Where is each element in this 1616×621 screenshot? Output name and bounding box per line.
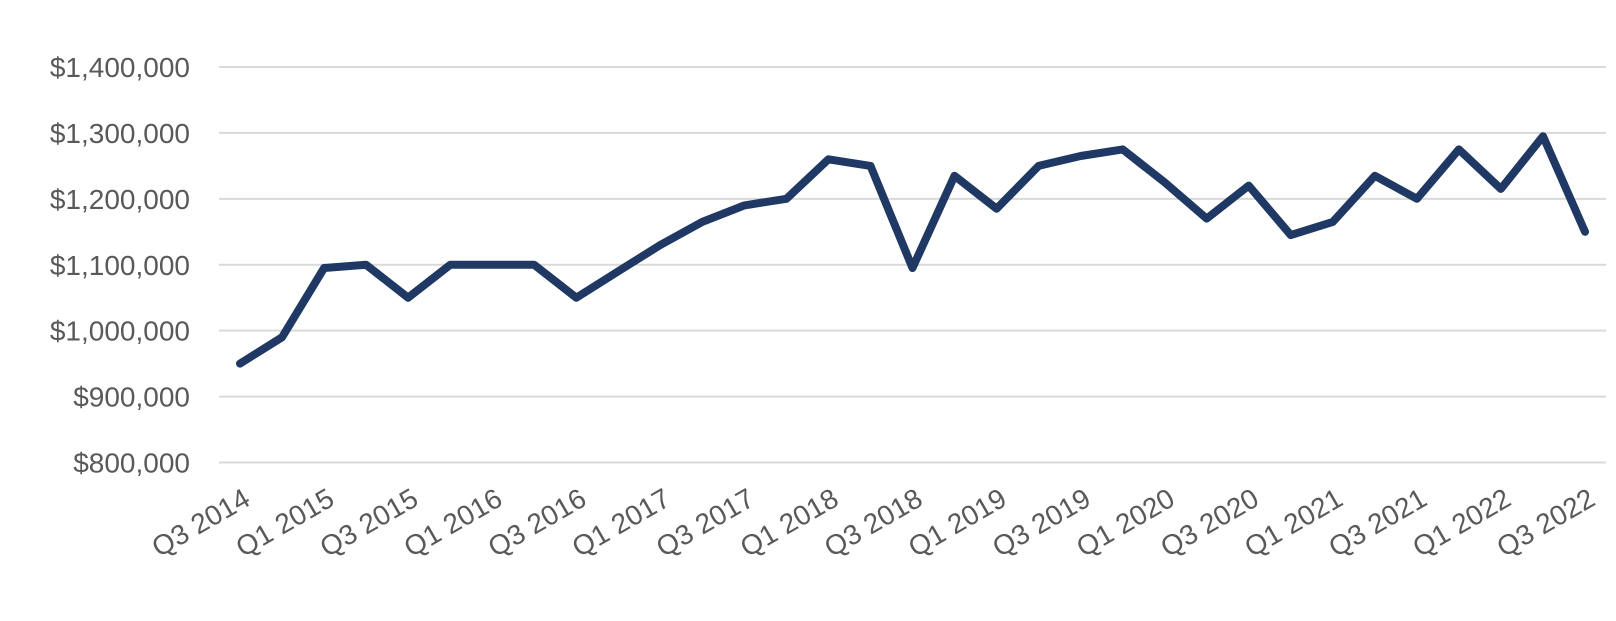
y-axis-label: $1,100,000 — [50, 250, 190, 281]
data-line-series — [236, 132, 1589, 368]
y-axis-label: $900,000 — [73, 382, 190, 413]
y-axis-label: $1,000,000 — [50, 316, 190, 347]
y-axis-label: $1,400,000 — [50, 52, 190, 83]
x-axis-label: Q3 2022 — [1491, 482, 1600, 563]
y-axis-label: $800,000 — [73, 448, 190, 479]
y-axis-label: $1,200,000 — [50, 184, 190, 215]
y-axis-label: $1,300,000 — [50, 118, 190, 149]
